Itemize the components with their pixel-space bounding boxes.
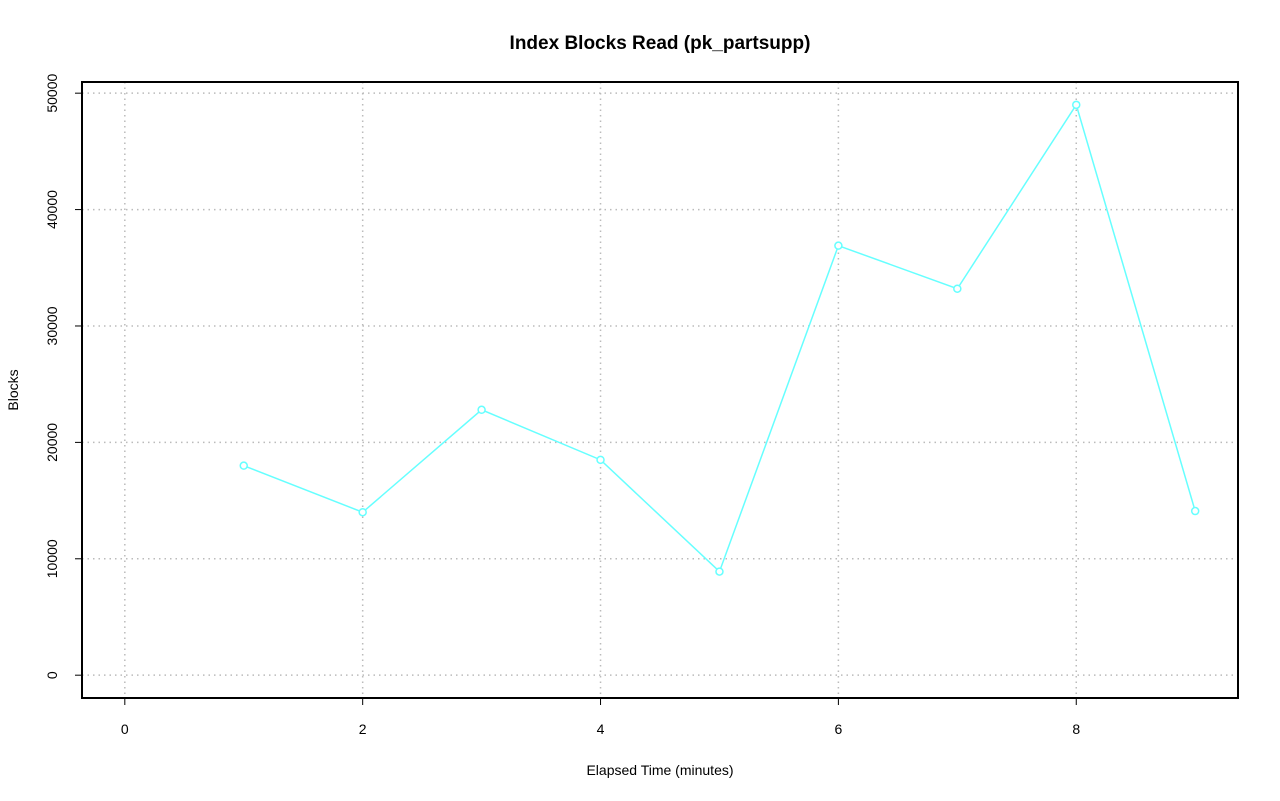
- x-tick-label: 8: [1072, 721, 1080, 737]
- point: [834, 241, 843, 250]
- y-tick-label: 30000: [44, 306, 60, 345]
- point: [596, 455, 605, 465]
- y-tick-label: 40000: [44, 190, 60, 229]
- x-axis-label: Elapsed Time (minutes): [586, 762, 733, 778]
- y-tick-label: 20000: [44, 423, 60, 462]
- line: [243, 103, 1196, 573]
- x-tick-label: 0: [121, 721, 129, 737]
- point: [715, 567, 724, 576]
- x-tick-label: 6: [834, 721, 842, 737]
- y-tick-label: 10000: [44, 539, 60, 578]
- y-axis-label: Blocks: [5, 369, 21, 410]
- point: [1190, 506, 1200, 516]
- chart-title: Index Blocks Read (pk_partsupp): [510, 33, 811, 54]
- point: [358, 507, 367, 517]
- point: [1072, 100, 1081, 110]
- y-tick-label: 50000: [44, 73, 60, 112]
- point: [477, 405, 486, 415]
- y-tick-label: 0: [44, 671, 60, 679]
- x-tick-label: 4: [597, 721, 605, 737]
- x-tick-label: 2: [359, 721, 367, 737]
- point: [953, 284, 962, 293]
- point: [239, 461, 248, 470]
- plot-frame: [81, 81, 1239, 699]
